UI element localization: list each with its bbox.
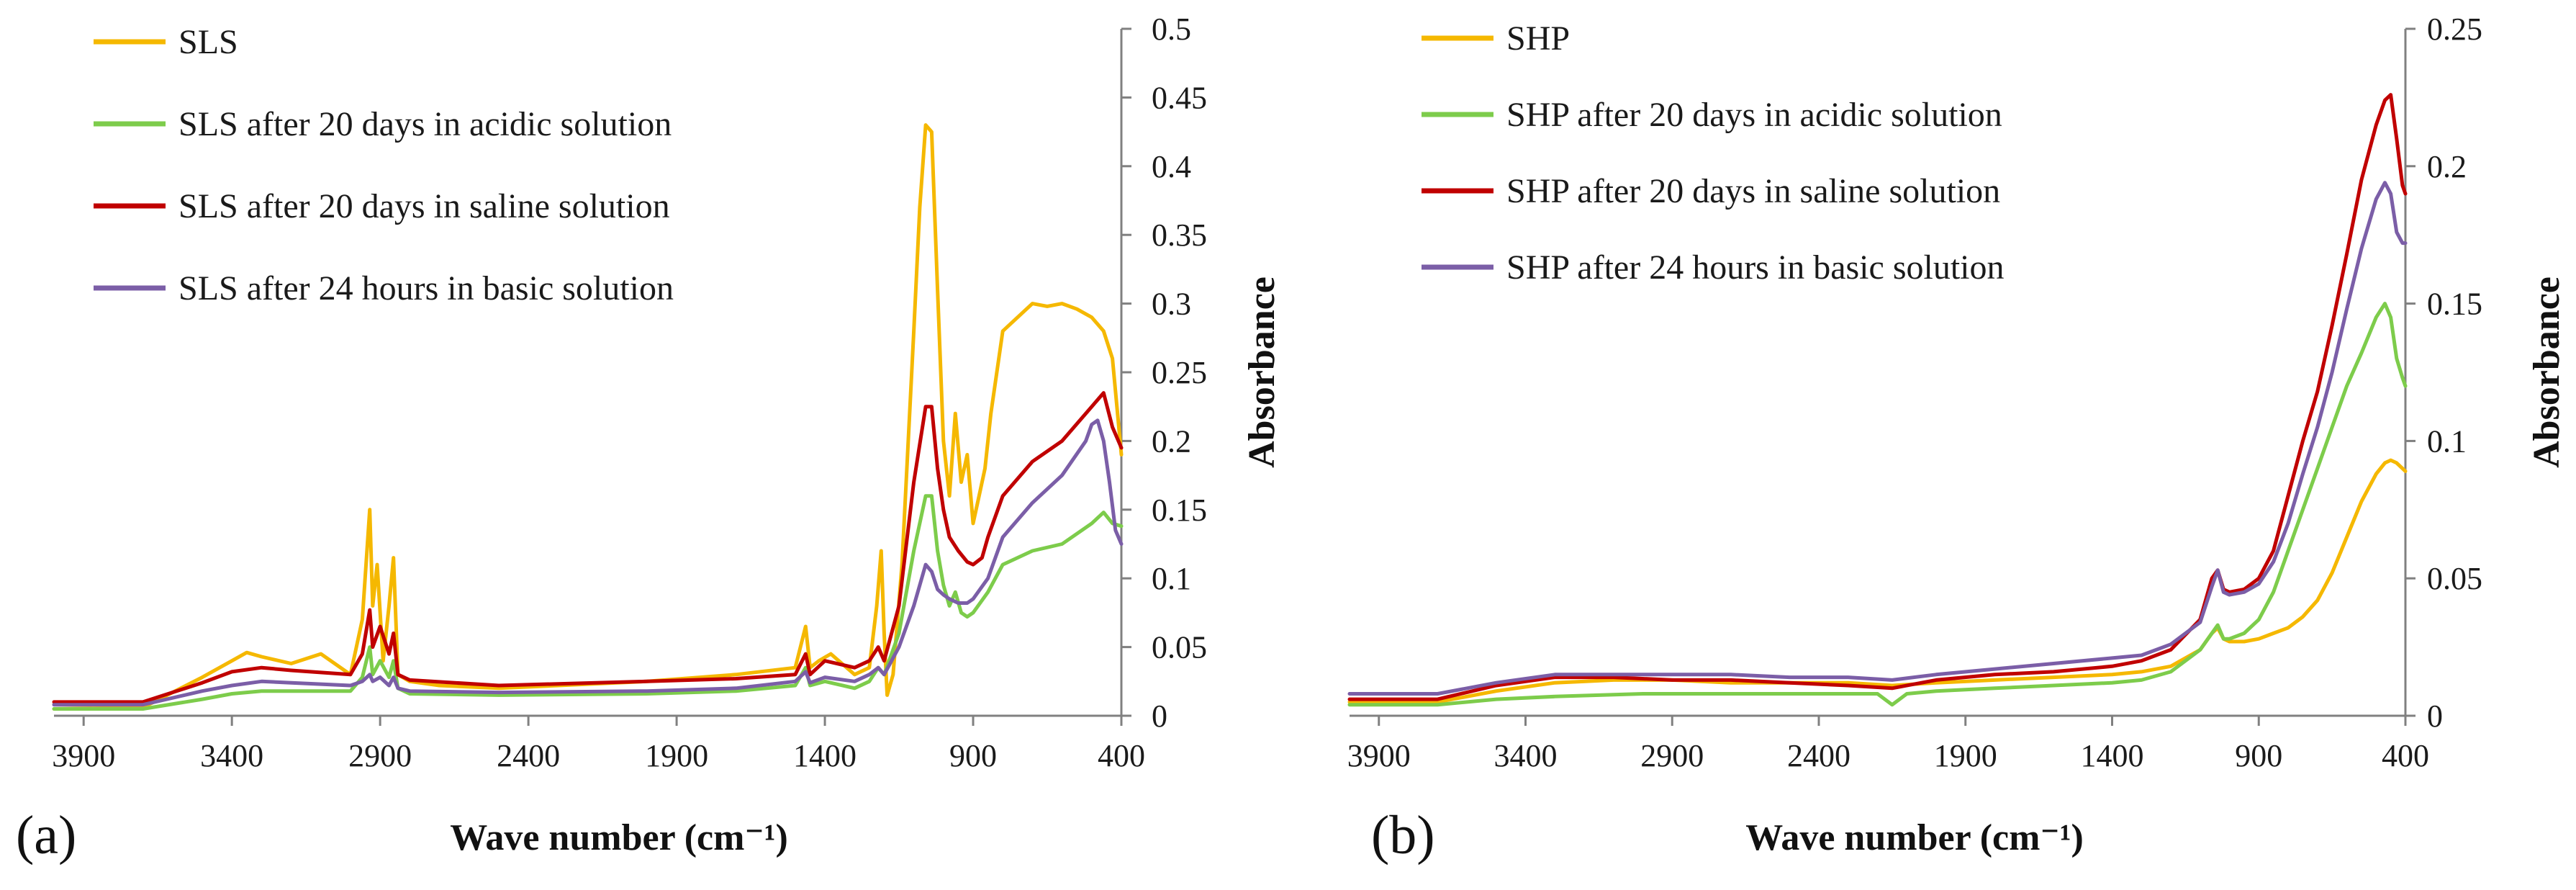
panel-label: (a) bbox=[16, 805, 76, 866]
y-tick-label: 0.1 bbox=[2427, 423, 2467, 459]
x-axis-title: Wave number (cm⁻¹) bbox=[1745, 817, 2084, 858]
x-tick-label: 3900 bbox=[1347, 738, 1411, 773]
y-tick-label: 0.15 bbox=[1152, 493, 1207, 528]
x-tick-label: 1400 bbox=[2081, 738, 2144, 773]
x-tick-label: 1400 bbox=[793, 738, 857, 773]
x-tick-label: 900 bbox=[949, 738, 997, 773]
y-tick-label: 0.35 bbox=[1152, 217, 1207, 253]
x-tick-label: 2900 bbox=[348, 738, 412, 773]
legend-label-1: SLS bbox=[178, 23, 238, 61]
y-tick-label: 0.2 bbox=[1152, 423, 1191, 459]
y-tick-label: 0.5 bbox=[1152, 12, 1191, 47]
y-axis-title: Absorbance bbox=[1242, 277, 1283, 468]
x-tick-label: 1900 bbox=[645, 738, 708, 773]
legend-label-3: SLS after 20 days in saline solution bbox=[178, 187, 670, 225]
legend-label-4: SHP after 24 hours in basic solution bbox=[1506, 248, 2005, 287]
x-tick-label: 400 bbox=[1098, 738, 1145, 773]
x-tick-label: 400 bbox=[2382, 738, 2429, 773]
y-tick-label: 0 bbox=[2427, 698, 2443, 734]
legend-label-2: SHP after 20 days in acidic solution bbox=[1506, 96, 2002, 134]
legend-label-3: SHP after 20 days in saline solution bbox=[1506, 172, 2000, 210]
y-tick-label: 0.1 bbox=[1152, 561, 1191, 596]
panel-label: (b) bbox=[1371, 805, 1435, 866]
legend-label-1: SHP bbox=[1506, 19, 1570, 58]
series-line-1 bbox=[52, 123, 1124, 711]
y-tick-label: 0.2 bbox=[2427, 149, 2467, 184]
series-line-1 bbox=[1347, 458, 2408, 704]
series-line-4 bbox=[52, 418, 1124, 707]
y-tick-label: 0.3 bbox=[1152, 287, 1191, 322]
panel-b: 3900 3400 2900 2400 1900 1400 900 400 0 0.05 0.1 0.… bbox=[1347, 12, 2567, 866]
y-tick-label: 0.25 bbox=[2427, 12, 2482, 47]
y-tick-label: 0.05 bbox=[1152, 630, 1207, 665]
x-tick-label: 2900 bbox=[1640, 738, 1704, 773]
x-tick-label: 900 bbox=[2235, 738, 2282, 773]
y-tick-label: 0.05 bbox=[2427, 561, 2482, 596]
x-axis-title: Wave number (cm⁻¹) bbox=[450, 817, 788, 858]
x-tick-label: 2400 bbox=[497, 738, 560, 773]
series-line-3 bbox=[52, 391, 1124, 704]
y-tick-label: 0.4 bbox=[1152, 149, 1191, 184]
x-tick-label: 3900 bbox=[52, 738, 115, 773]
x-tick-label: 2400 bbox=[1787, 738, 1850, 773]
y-tick-label: 0.15 bbox=[2427, 287, 2482, 322]
y-tick-label: 0.45 bbox=[1152, 80, 1207, 115]
x-tick-label: 1900 bbox=[1934, 738, 1997, 773]
series-line-4 bbox=[1347, 181, 2408, 696]
legend-label-2: SLS after 20 days in acidic solution bbox=[178, 105, 672, 143]
legend-label-4: SLS after 24 hours in basic solution bbox=[178, 269, 674, 307]
series-line-2 bbox=[52, 494, 1124, 711]
x-tick-label: 3400 bbox=[1494, 738, 1558, 773]
y-tick-label: 0.25 bbox=[1152, 355, 1207, 390]
y-tick-label: 0 bbox=[1152, 698, 1167, 734]
series-line-2 bbox=[1347, 302, 2408, 707]
y-axis-title: Absorbance bbox=[2526, 277, 2567, 468]
x-tick-label: 3400 bbox=[200, 738, 263, 773]
